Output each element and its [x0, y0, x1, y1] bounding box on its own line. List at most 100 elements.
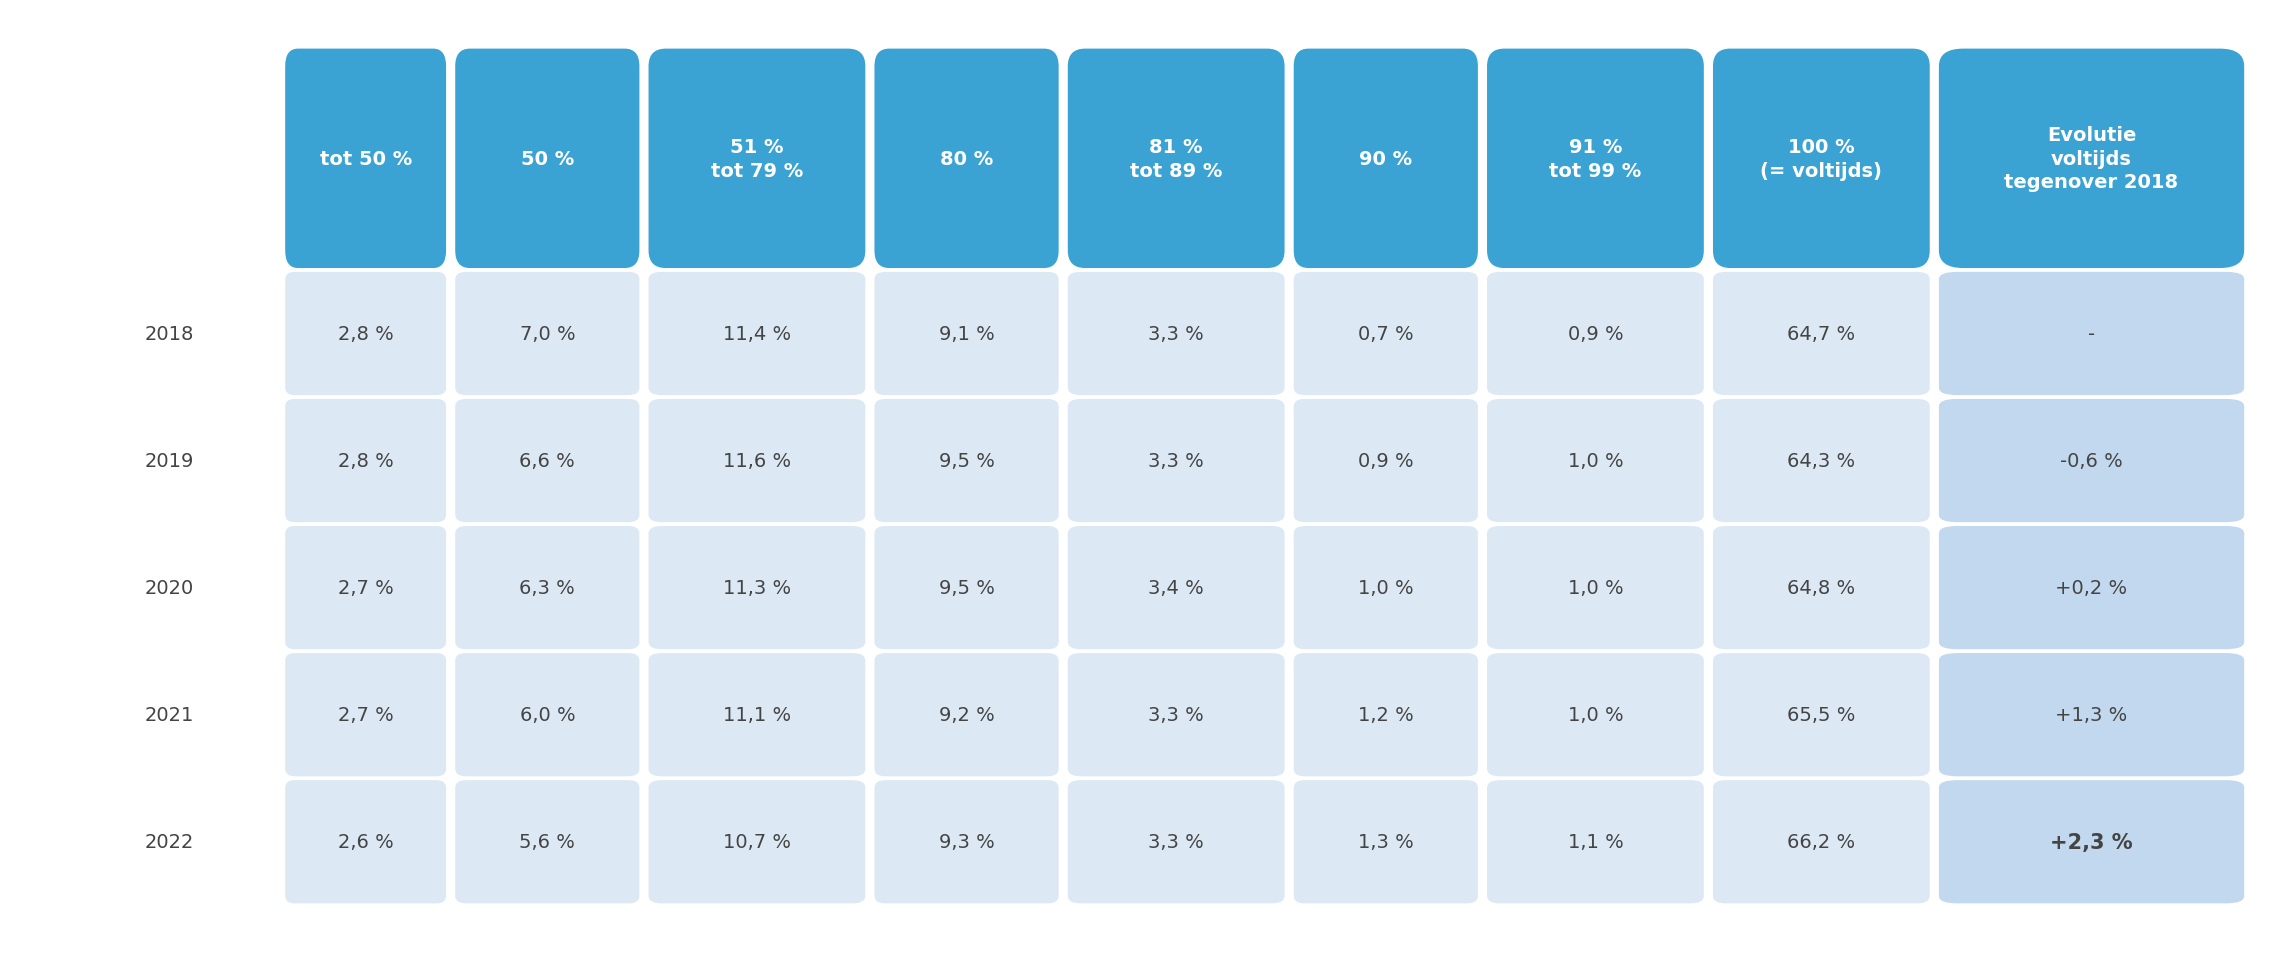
Text: 3,3 %: 3,3 %	[1148, 452, 1203, 471]
Text: 1,2 %: 1,2 %	[1358, 705, 1413, 724]
FancyBboxPatch shape	[1068, 273, 1285, 395]
FancyBboxPatch shape	[1068, 399, 1285, 522]
Text: 3,3 %: 3,3 %	[1148, 832, 1203, 851]
Text: 9,1 %: 9,1 %	[938, 325, 995, 344]
FancyBboxPatch shape	[874, 399, 1059, 522]
Text: 65,5 %: 65,5 %	[1788, 705, 1856, 724]
Text: 2022: 2022	[144, 832, 194, 851]
FancyBboxPatch shape	[648, 399, 865, 522]
FancyBboxPatch shape	[648, 50, 865, 269]
Text: 2019: 2019	[144, 452, 194, 471]
FancyBboxPatch shape	[285, 50, 445, 269]
Text: 10,7 %: 10,7 %	[724, 832, 790, 851]
Text: 9,5 %: 9,5 %	[938, 452, 995, 471]
FancyBboxPatch shape	[285, 654, 445, 777]
Text: 1,0 %: 1,0 %	[1358, 578, 1413, 598]
Text: 1,3 %: 1,3 %	[1358, 832, 1413, 851]
FancyBboxPatch shape	[1068, 526, 1285, 650]
Text: 100 %
(= voltijds): 100 % (= voltijds)	[1760, 138, 1881, 180]
FancyBboxPatch shape	[454, 399, 639, 522]
Text: 90 %: 90 %	[1358, 150, 1413, 169]
FancyBboxPatch shape	[648, 654, 865, 777]
FancyBboxPatch shape	[1712, 273, 1929, 395]
Text: 0,7 %: 0,7 %	[1358, 325, 1413, 344]
FancyBboxPatch shape	[285, 399, 445, 522]
Text: 11,1 %: 11,1 %	[724, 705, 790, 724]
FancyBboxPatch shape	[1294, 654, 1477, 777]
Text: 0,9 %: 0,9 %	[1358, 452, 1413, 471]
FancyBboxPatch shape	[1938, 526, 2244, 650]
Text: 5,6 %: 5,6 %	[518, 832, 575, 851]
FancyBboxPatch shape	[1486, 399, 1703, 522]
Text: 3,3 %: 3,3 %	[1148, 705, 1203, 724]
Text: 2018: 2018	[144, 325, 194, 344]
Text: 6,0 %: 6,0 %	[521, 705, 575, 724]
FancyBboxPatch shape	[1486, 526, 1703, 650]
Text: 81 %
tot 89 %: 81 % tot 89 %	[1130, 138, 1221, 180]
Text: 2,8 %: 2,8 %	[338, 325, 393, 344]
Text: 2,7 %: 2,7 %	[338, 705, 393, 724]
FancyBboxPatch shape	[874, 654, 1059, 777]
FancyBboxPatch shape	[1712, 50, 1929, 269]
FancyBboxPatch shape	[1486, 781, 1703, 903]
FancyBboxPatch shape	[1294, 526, 1477, 650]
Text: 64,3 %: 64,3 %	[1788, 452, 1856, 471]
Text: 64,7 %: 64,7 %	[1788, 325, 1856, 344]
Text: 9,2 %: 9,2 %	[938, 705, 995, 724]
FancyBboxPatch shape	[285, 526, 445, 650]
Text: 3,4 %: 3,4 %	[1148, 578, 1203, 598]
Text: +1,3 %: +1,3 %	[2055, 705, 2128, 724]
FancyBboxPatch shape	[1294, 50, 1477, 269]
FancyBboxPatch shape	[454, 273, 639, 395]
FancyBboxPatch shape	[1938, 781, 2244, 903]
FancyBboxPatch shape	[874, 526, 1059, 650]
FancyBboxPatch shape	[1486, 50, 1703, 269]
FancyBboxPatch shape	[454, 781, 639, 903]
FancyBboxPatch shape	[454, 526, 639, 650]
Text: 1,1 %: 1,1 %	[1568, 832, 1623, 851]
Text: 7,0 %: 7,0 %	[521, 325, 575, 344]
FancyBboxPatch shape	[648, 781, 865, 903]
Text: 2,8 %: 2,8 %	[338, 452, 393, 471]
Text: 1,0 %: 1,0 %	[1568, 705, 1623, 724]
FancyBboxPatch shape	[648, 273, 865, 395]
FancyBboxPatch shape	[1712, 526, 1929, 650]
Text: 6,6 %: 6,6 %	[521, 452, 575, 471]
FancyBboxPatch shape	[1294, 781, 1477, 903]
Text: 51 %
tot 79 %: 51 % tot 79 %	[710, 138, 804, 180]
FancyBboxPatch shape	[1938, 654, 2244, 777]
FancyBboxPatch shape	[874, 781, 1059, 903]
FancyBboxPatch shape	[285, 781, 445, 903]
FancyBboxPatch shape	[1712, 399, 1929, 522]
Text: tot 50 %: tot 50 %	[320, 150, 411, 169]
Text: +0,2 %: +0,2 %	[2055, 578, 2128, 598]
FancyBboxPatch shape	[1486, 654, 1703, 777]
Text: 80 %: 80 %	[941, 150, 993, 169]
Text: 2,6 %: 2,6 %	[338, 832, 393, 851]
Text: 9,5 %: 9,5 %	[938, 578, 995, 598]
FancyBboxPatch shape	[454, 654, 639, 777]
FancyBboxPatch shape	[648, 526, 865, 650]
Text: 64,8 %: 64,8 %	[1788, 578, 1856, 598]
FancyBboxPatch shape	[1486, 273, 1703, 395]
Text: 6,3 %: 6,3 %	[521, 578, 575, 598]
Text: 0,9 %: 0,9 %	[1568, 325, 1623, 344]
Text: 1,0 %: 1,0 %	[1568, 578, 1623, 598]
Text: 3,3 %: 3,3 %	[1148, 325, 1203, 344]
Text: 11,3 %: 11,3 %	[724, 578, 790, 598]
FancyBboxPatch shape	[1068, 50, 1285, 269]
Text: +2,3 %: +2,3 %	[2050, 832, 2132, 852]
FancyBboxPatch shape	[1712, 781, 1929, 903]
FancyBboxPatch shape	[1068, 781, 1285, 903]
FancyBboxPatch shape	[1712, 654, 1929, 777]
FancyBboxPatch shape	[1294, 399, 1477, 522]
FancyBboxPatch shape	[874, 50, 1059, 269]
FancyBboxPatch shape	[874, 273, 1059, 395]
FancyBboxPatch shape	[1938, 50, 2244, 269]
Text: 2,7 %: 2,7 %	[338, 578, 393, 598]
Text: 2020: 2020	[144, 578, 194, 598]
Text: 66,2 %: 66,2 %	[1788, 832, 1856, 851]
Text: -0,6 %: -0,6 %	[2059, 452, 2123, 471]
Text: 1,0 %: 1,0 %	[1568, 452, 1623, 471]
Text: 11,4 %: 11,4 %	[724, 325, 790, 344]
